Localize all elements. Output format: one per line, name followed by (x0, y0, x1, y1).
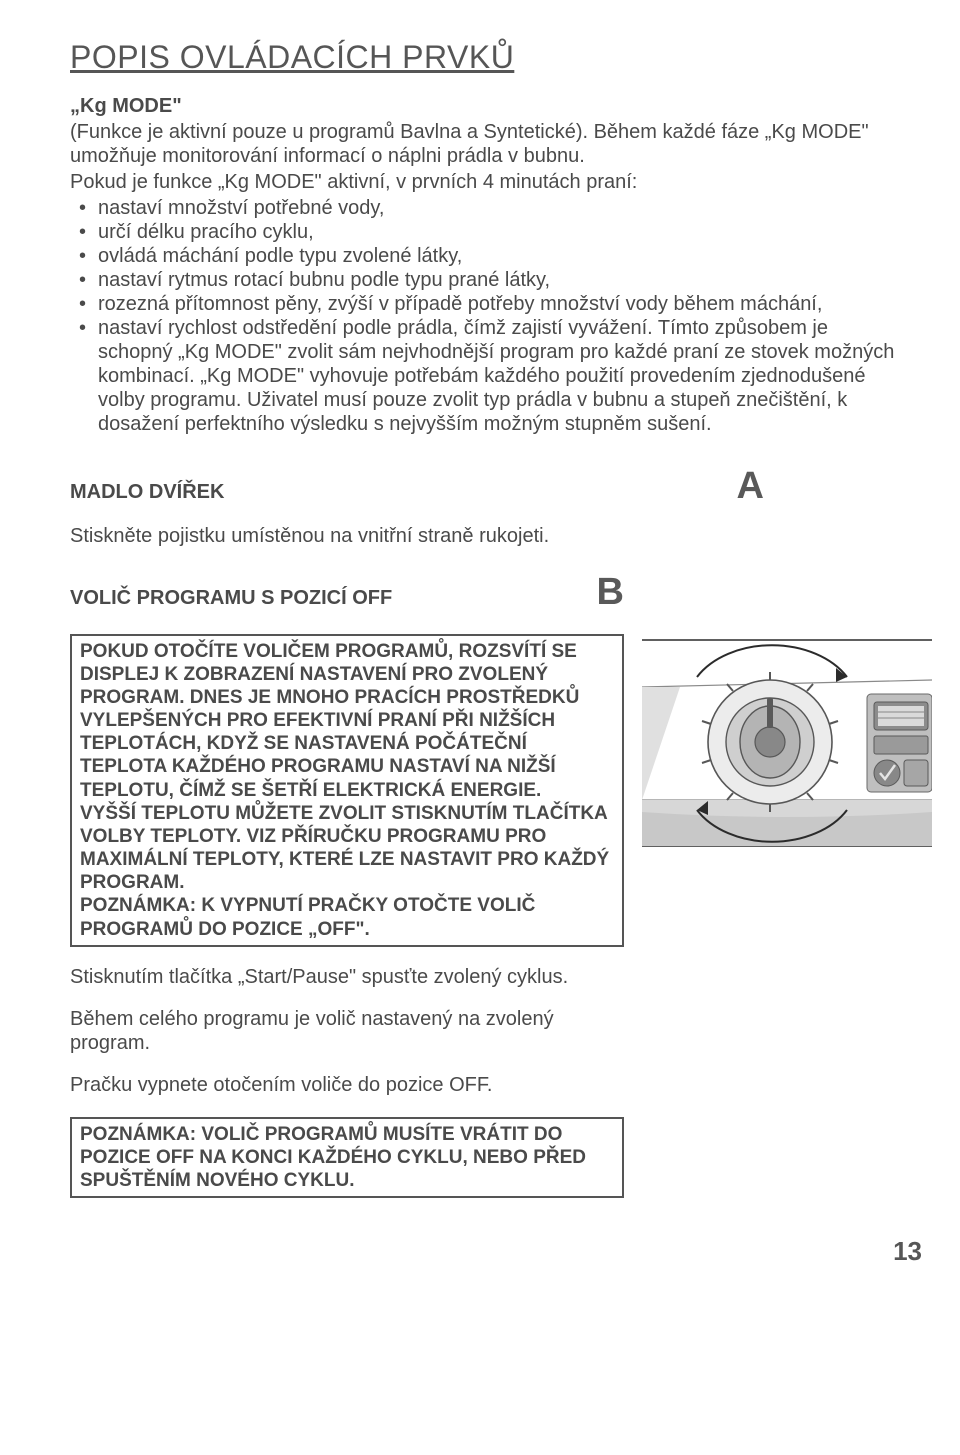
knob-diagram (642, 632, 932, 852)
madlo-row: MADLO DVÍŘEK A (70, 464, 904, 510)
after-box-2: Během celého programu je volič nastavený… (70, 1007, 624, 1055)
list-item: nastaví rychlost odstředění podle prádla… (70, 316, 904, 436)
letter-b: B (597, 570, 624, 616)
info-box-2: POZNÁMKA: VOLIČ PROGRAMŮ MUSÍTE VRÁTIT D… (70, 1117, 624, 1199)
madlo-text: Stiskněte pojistku umístěnou na vnitřní … (70, 524, 904, 548)
list-item: určí délku pracího cyklu, (70, 220, 904, 244)
kgmode-intro-2: Pokud je funkce „Kg MODE" aktivní, v prv… (70, 170, 904, 194)
list-item: ovládá máchání podle typu zvolené látky, (70, 244, 904, 268)
kgmode-heading: „Kg MODE" (70, 94, 904, 118)
volprog-row: VOLIČ PROGRAMU S POZICÍ OFF B (70, 570, 624, 616)
list-item: nastaví rytmus rotací bubnu podle typu p… (70, 268, 904, 292)
kgmode-bullets: nastaví množství potřebné vody, určí dél… (70, 196, 904, 436)
info-box-1: POKUD OTOČÍTE VOLIČEM PROGRAMŮ, ROZSVÍTÍ… (70, 634, 624, 947)
list-item: nastaví množství potřebné vody, (70, 196, 904, 220)
madlo-label: MADLO DVÍŘEK (70, 480, 224, 504)
after-box-3: Pračku vypnete otočením voliče do pozice… (70, 1073, 624, 1097)
page-title: POPIS OVLÁDACÍCH PRVKŮ (70, 38, 904, 76)
after-box-1: Stisknutím tlačítka „Start/Pause" spusťt… (70, 965, 624, 989)
letter-a: A (737, 464, 764, 510)
list-item: rozezná přítomnost pěny, zvýší v případě… (70, 292, 904, 316)
page-number: 13 (70, 1236, 922, 1267)
volprog-label: VOLIČ PROGRAMU S POZICÍ OFF (70, 586, 392, 610)
kgmode-intro-1: (Funkce je aktivní pouze u programů Bavl… (70, 120, 904, 168)
